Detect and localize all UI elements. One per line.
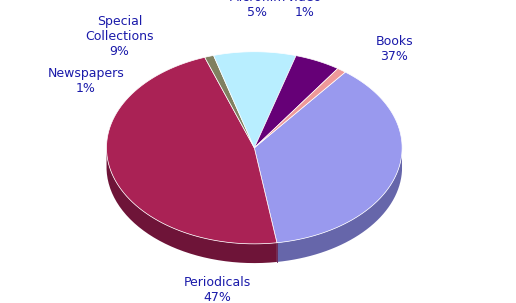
Text: Periodicals
47%: Periodicals 47% (184, 276, 251, 303)
Text: Newspapers
1%: Newspapers 1% (47, 67, 124, 95)
Text: Audio and
Video
1%: Audio and Video 1% (273, 0, 336, 19)
Polygon shape (277, 152, 402, 262)
Polygon shape (254, 56, 338, 148)
Polygon shape (254, 72, 402, 243)
Text: Microfilm
5%: Microfilm 5% (229, 0, 286, 19)
Polygon shape (205, 55, 254, 148)
Polygon shape (106, 150, 277, 263)
Polygon shape (214, 52, 296, 148)
Polygon shape (254, 68, 345, 148)
Text: Special
Collections
9%: Special Collections 9% (85, 15, 154, 58)
Text: Books
37%: Books 37% (376, 35, 413, 63)
Polygon shape (106, 57, 277, 244)
